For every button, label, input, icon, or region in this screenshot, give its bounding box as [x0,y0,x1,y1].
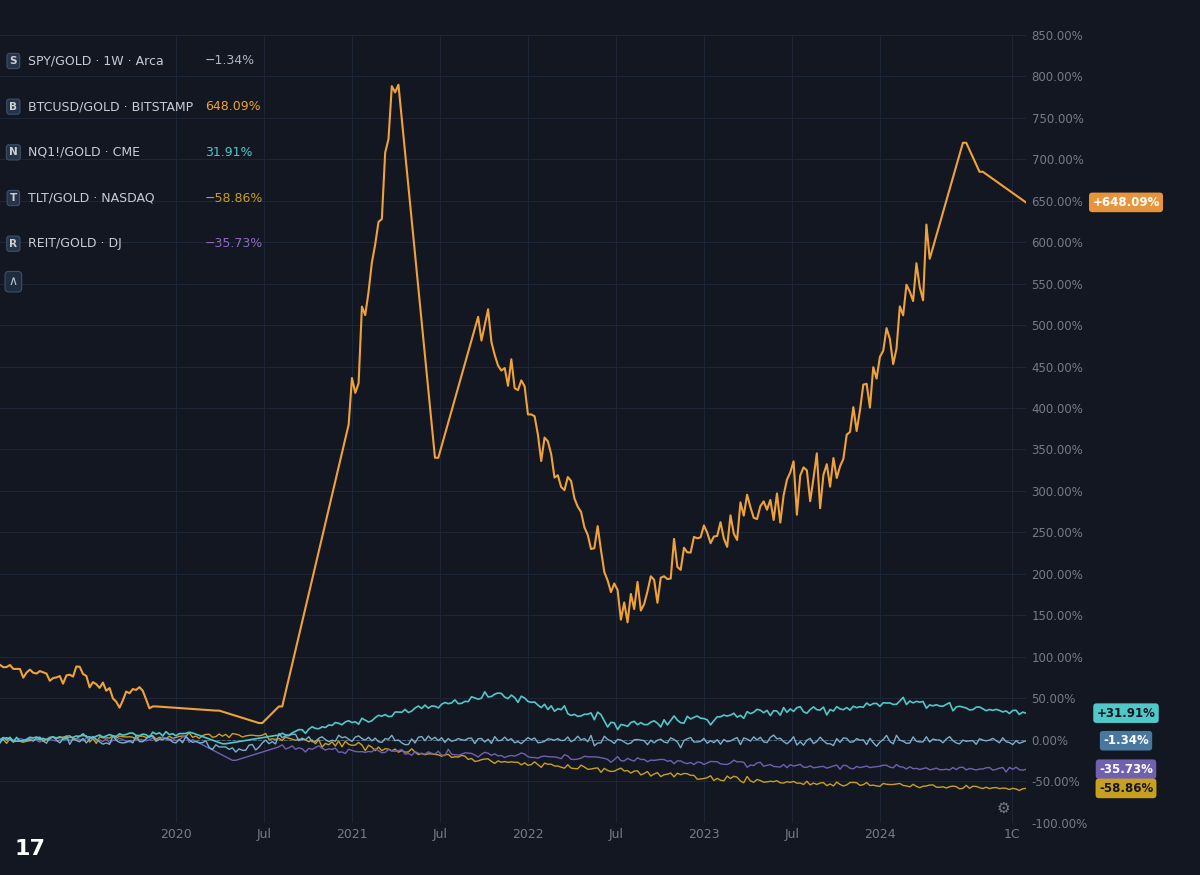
Text: −35.73%: −35.73% [205,237,264,250]
Text: +31.91%: +31.91% [1097,707,1156,719]
Text: TLT/GOLD · NASDAQ: TLT/GOLD · NASDAQ [28,192,155,205]
Text: 648.09%: 648.09% [205,100,260,113]
Text: B: B [10,102,17,112]
Text: NQ1!/GOLD · CME: NQ1!/GOLD · CME [28,146,139,159]
Text: -35.73%: -35.73% [1099,763,1153,776]
Text: -1.34%: -1.34% [1103,734,1148,747]
Text: ⚙: ⚙ [997,802,1010,816]
Text: T: T [10,193,17,203]
Text: SPY/GOLD · 1W · Arca: SPY/GOLD · 1W · Arca [28,54,163,67]
Text: S: S [10,56,17,66]
Text: −58.86%: −58.86% [205,192,264,205]
Text: 31.91%: 31.91% [205,146,253,159]
Text: ∧: ∧ [8,275,18,288]
Text: −1.34%: −1.34% [205,54,256,67]
Text: BTCUSD/GOLD · BITSTAMP: BTCUSD/GOLD · BITSTAMP [28,100,193,113]
Text: N: N [8,147,18,158]
Text: R: R [10,239,17,248]
Text: REIT/GOLD · DJ: REIT/GOLD · DJ [28,237,121,250]
Text: 17: 17 [14,839,46,859]
Text: +648.09%: +648.09% [1092,196,1159,209]
Text: -58.86%: -58.86% [1099,782,1153,794]
